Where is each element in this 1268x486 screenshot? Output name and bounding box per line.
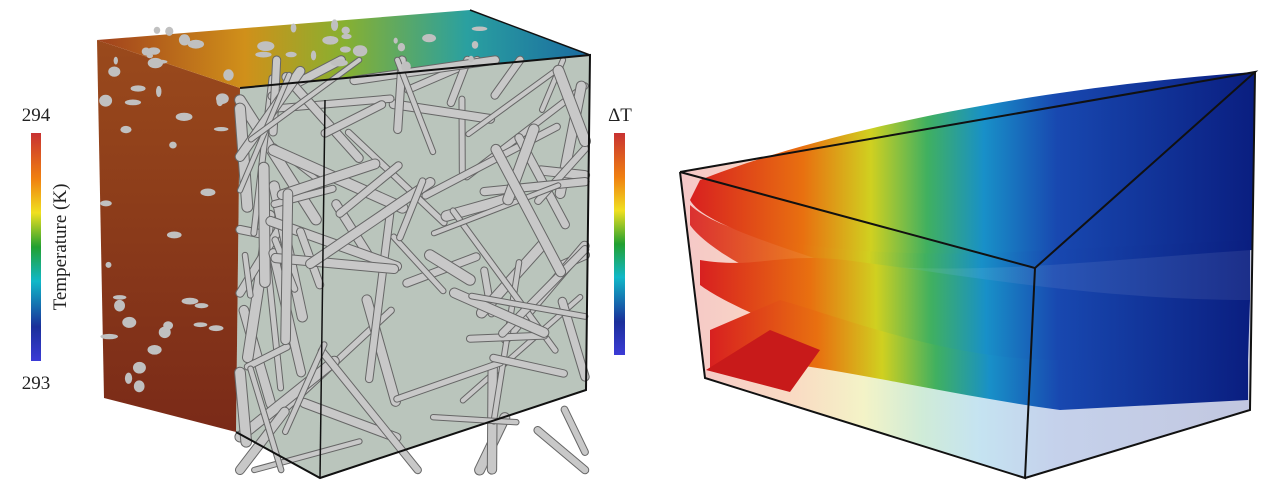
- fiber-section: [114, 300, 125, 312]
- fiber-section: [194, 322, 208, 327]
- fiber: [240, 373, 246, 442]
- fiber-section: [322, 36, 338, 45]
- fiber-section: [422, 34, 436, 42]
- fiber-section: [113, 295, 126, 299]
- fiber: [264, 168, 265, 283]
- fiber-section: [472, 26, 488, 31]
- fiber-section: [165, 27, 173, 36]
- fiber-section: [291, 23, 297, 32]
- fiber-section: [106, 262, 112, 268]
- fiber-section: [133, 362, 146, 374]
- fiber-section: [343, 29, 347, 35]
- fiber-section: [100, 334, 118, 339]
- fiber-section: [330, 59, 347, 66]
- fiber-section: [122, 317, 136, 328]
- fiber-section: [353, 45, 368, 56]
- colorbar-title: Temperature (K): [50, 184, 71, 311]
- fiber-section: [125, 373, 132, 384]
- fiber-section: [99, 95, 112, 107]
- layered-medium: [680, 72, 1255, 478]
- colorbar-min: 293: [22, 373, 51, 394]
- colorbar-title: ΔT: [608, 105, 632, 126]
- fiber-section: [154, 60, 167, 64]
- fiber-section: [468, 56, 473, 63]
- fiber-section: [223, 69, 233, 80]
- fiber-section: [176, 113, 193, 121]
- fiber: [564, 410, 585, 453]
- fiber-section: [147, 345, 161, 355]
- colorbar: [31, 133, 41, 361]
- fiber: [286, 194, 288, 340]
- fiber-section: [341, 34, 351, 39]
- figure: 294 293 Temperature (K) ΔT: [0, 0, 1268, 486]
- fiber-section: [120, 126, 131, 133]
- colorbar-max: 294: [22, 105, 51, 126]
- fiber-section: [257, 41, 274, 51]
- fiber-section: [100, 200, 112, 206]
- fiber-section: [156, 86, 161, 97]
- fiber-section: [331, 19, 338, 31]
- fiber-section: [340, 46, 351, 52]
- fiber-section: [200, 188, 215, 196]
- fiber-section: [131, 85, 146, 91]
- fiber-section: [286, 52, 297, 57]
- fiber-section: [114, 57, 118, 65]
- fiber-section: [401, 61, 411, 72]
- fiber-section: [394, 38, 398, 44]
- fiber: [470, 336, 544, 339]
- fiber-section: [195, 303, 209, 308]
- fiber-section: [154, 27, 161, 34]
- fiber-section: [147, 47, 160, 54]
- fiber-section: [159, 327, 171, 338]
- fiber-section: [182, 298, 199, 305]
- fiber-section: [398, 43, 405, 51]
- colorbar: [614, 133, 625, 355]
- fiber-section: [108, 67, 120, 77]
- fiber-section: [472, 41, 478, 49]
- fiber-section: [216, 93, 229, 104]
- fiber-section: [311, 51, 316, 61]
- fiber-section: [209, 325, 224, 331]
- fiber-section: [214, 127, 229, 131]
- fiber-section: [255, 52, 271, 58]
- fiber-section: [188, 40, 204, 49]
- fiber-section: [169, 142, 176, 149]
- fiber-section: [134, 380, 145, 392]
- fiber-section: [167, 232, 182, 239]
- fiber-section: [125, 100, 141, 106]
- figure-canvas: 294 293 Temperature (K) ΔT: [0, 0, 1268, 486]
